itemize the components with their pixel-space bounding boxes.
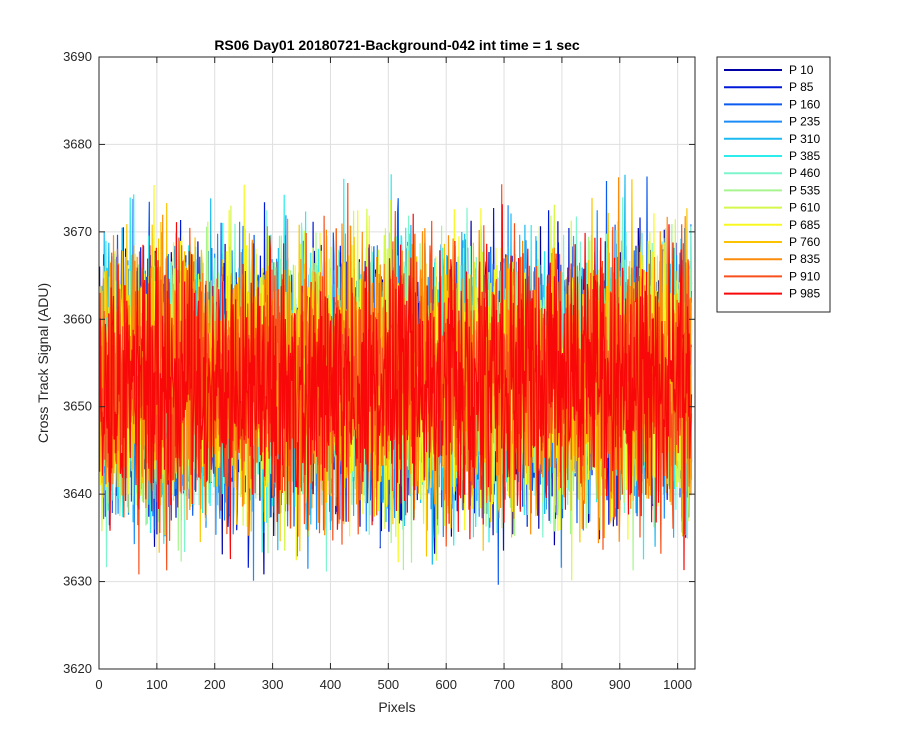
x-tick-label: 400: [320, 677, 342, 692]
legend-label: P 910: [789, 269, 820, 283]
plot-area: [98, 56, 696, 670]
legend-label: P 985: [789, 287, 820, 301]
y-tick-label: 3670: [63, 224, 92, 239]
x-tick-label: 600: [435, 677, 457, 692]
series-lines: [99, 174, 693, 585]
plot-frame: [98, 56, 696, 670]
legend-label: P 760: [789, 235, 820, 249]
x-axis: 0 100 200 300 400 500 600 700 800 900 1000: [95, 57, 692, 692]
y-tick-label: 3620: [63, 661, 92, 676]
y-tick-label: 3630: [63, 574, 92, 589]
y-tick-label: 3680: [63, 136, 92, 151]
legend: P 10 P 85 P 160 P 235 P 310 P 385 P 460 P 535 P …: [716, 56, 831, 313]
x-tick-label: 800: [551, 677, 573, 692]
legend-box: [716, 56, 831, 313]
y-axis: 3620 3630 3640 3650 3660 3670 3680 3690: [63, 49, 695, 676]
x-tick-label: 200: [204, 677, 226, 692]
legend-label: P 610: [789, 201, 820, 215]
legend-label: P 835: [789, 252, 820, 266]
legend-label: P 160: [789, 97, 820, 111]
legend-label: P 535: [789, 183, 820, 197]
x-tick-label: 700: [493, 677, 515, 692]
x-tick-label: 500: [377, 677, 399, 692]
x-tick-label: 100: [146, 677, 168, 692]
y-tick-label: 3640: [63, 486, 92, 501]
chart-title: RS06 Day01 20180721-Background-042 int t…: [214, 37, 580, 53]
legend-label: P 460: [789, 166, 820, 180]
legend-label: P 685: [789, 218, 820, 232]
series-line-p910: [99, 182, 693, 575]
y-tick-label: 3690: [63, 49, 92, 64]
legend-label: P 385: [789, 149, 820, 163]
legend-label: P 85: [789, 80, 814, 94]
legend-label: P 10: [789, 63, 814, 77]
series-line-p985: [99, 204, 693, 571]
x-tick-label: 0: [95, 677, 102, 692]
x-tick-label: 1000: [663, 677, 692, 692]
y-axis-label: Cross Track Signal (ADU): [35, 283, 51, 443]
legend-label: P 235: [789, 115, 820, 129]
x-tick-label: 900: [609, 677, 631, 692]
legend-label: P 310: [789, 132, 820, 146]
y-tick-label: 3660: [63, 311, 92, 326]
x-tick-label: 300: [262, 677, 284, 692]
y-tick-label: 3650: [63, 399, 92, 414]
x-axis-label: Pixels: [378, 699, 415, 715]
